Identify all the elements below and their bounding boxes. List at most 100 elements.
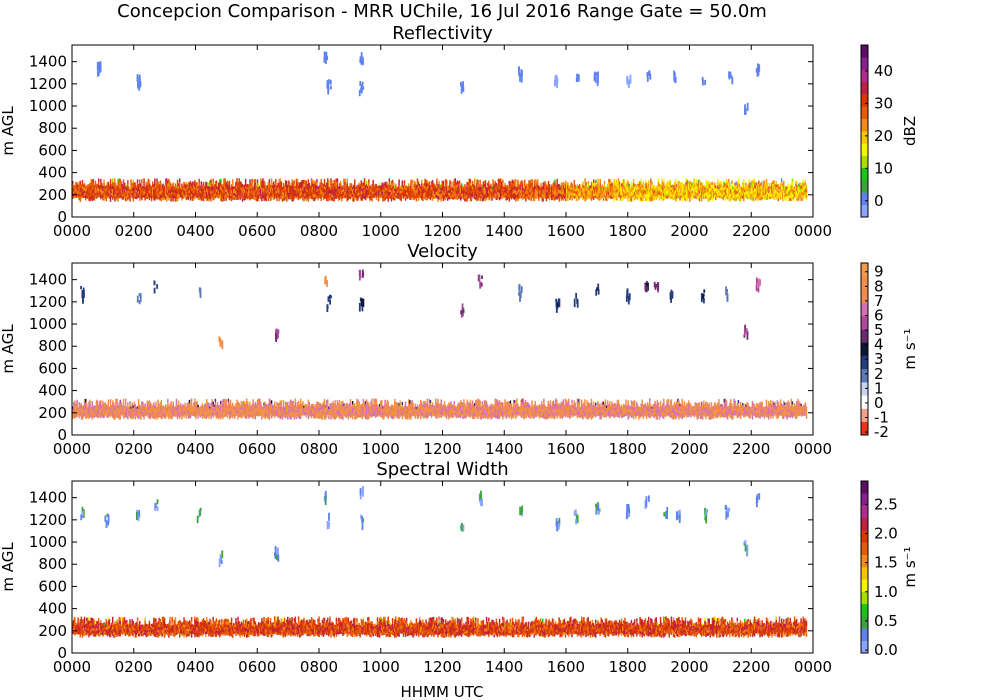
- echo-cell: [372, 180, 373, 183]
- echo-cell: [518, 184, 519, 187]
- echo-cell: [269, 179, 270, 182]
- echo-cell: [251, 182, 252, 186]
- echo-cell: [580, 185, 581, 187]
- echo-cell: [565, 181, 566, 185]
- echo-cell: [201, 181, 202, 184]
- echo-cell: [398, 183, 399, 186]
- echo-cell: [438, 181, 439, 184]
- echo-cell: [236, 178, 237, 182]
- echo-cell: [82, 180, 83, 183]
- echo-cell: [477, 180, 478, 184]
- echo-cell: [538, 198, 539, 201]
- echo-cell: [173, 182, 174, 185]
- echo-cell: [574, 180, 575, 183]
- echo-cell: [627, 198, 628, 202]
- echo-cell: [408, 183, 409, 186]
- echo-cell: [600, 179, 601, 183]
- echo-cell: [331, 180, 332, 184]
- echo-cell: [556, 179, 557, 183]
- echo-cell: [404, 183, 405, 186]
- echo-cell: [344, 179, 345, 183]
- panel-1: Reflectivitym AGL0000 0200 0400 0600 0800 100…: [0, 23, 919, 240]
- echo-cell: [489, 198, 490, 201]
- echo-cell: [443, 181, 444, 185]
- echo-cell: [471, 199, 472, 202]
- echo-cell: [229, 181, 230, 185]
- echo-cell: [135, 183, 136, 186]
- echo-cell: [130, 180, 131, 183]
- echo-cell: [364, 178, 365, 182]
- echo-cell: [658, 179, 659, 182]
- echo-cell: [346, 182, 347, 186]
- echo-cell: [588, 181, 589, 184]
- echo-cell: [276, 198, 277, 201]
- echo-cell: [258, 198, 259, 201]
- echo-cell: [613, 198, 614, 202]
- echo-cell: [110, 198, 111, 202]
- echo-cell: [139, 180, 140, 184]
- echo-cell: [249, 179, 250, 183]
- echo-cell: [275, 179, 276, 182]
- echo-cell: [389, 182, 390, 186]
- echo-cell: [504, 183, 505, 186]
- echo-cell: [316, 182, 317, 186]
- echo-cell: [651, 181, 652, 184]
- echo-cell: [576, 198, 577, 201]
- echo-cell: [341, 199, 342, 202]
- echo-cell: [181, 184, 182, 187]
- echo-cell: [502, 180, 503, 183]
- echo-cell: [137, 179, 138, 182]
- echo-cell: [542, 198, 543, 201]
- echo-cell: [402, 180, 403, 183]
- echo-cell: [129, 199, 130, 202]
- echo-cell: [179, 182, 180, 186]
- echo-cell: [675, 178, 676, 182]
- echo-cell: [364, 182, 365, 186]
- echo-cell: [143, 178, 144, 181]
- echo-cell: [100, 179, 101, 183]
- echo-cell: [257, 179, 258, 183]
- echo-cell: [101, 183, 102, 186]
- echo-cell: [461, 183, 462, 186]
- echo-cell: [321, 197, 322, 201]
- echo-cell: [337, 178, 338, 181]
- echo-cell: [206, 182, 207, 185]
- echo-cell: [502, 183, 503, 186]
- echo-cell: [210, 179, 211, 183]
- echo-cell: [567, 198, 568, 201]
- echo-cell: [565, 197, 566, 201]
- echo-cell: [198, 179, 199, 183]
- echo-cell: [401, 198, 402, 201]
- echo-cell: [595, 180, 596, 183]
- echo-cell: [676, 198, 677, 201]
- echo-cell: [597, 178, 598, 182]
- radar-figure: Concepcion Comparison - MRR UChile, 16 J…: [0, 0, 1000, 700]
- echo-cell: [286, 181, 287, 185]
- echo-cell: [681, 198, 682, 201]
- echo-cell: [663, 179, 664, 183]
- echo-cell: [648, 181, 649, 185]
- echo-cell: [604, 184, 605, 187]
- echo-cell: [294, 180, 295, 183]
- panels: Reflectivitym AGL0000 0200 0400 0600 0800 100…: [0, 23, 919, 676]
- echo-cell: [371, 198, 372, 201]
- echo-cell: [98, 182, 99, 185]
- echo-cell: [141, 179, 142, 183]
- echo-cell: [366, 181, 367, 184]
- echo-cell: [152, 181, 153, 184]
- echo-cell: [524, 180, 525, 183]
- echo-cell: [554, 180, 555, 184]
- echo-cell: [670, 180, 671, 183]
- echo-cell: [103, 180, 104, 184]
- echo-cell: [656, 197, 657, 199]
- echo-cell: [316, 179, 317, 183]
- echo-cell: [354, 179, 355, 183]
- echo-cell: [216, 183, 217, 186]
- echo-cell: [603, 198, 604, 201]
- echo-cell: [275, 182, 276, 185]
- echo-cell: [486, 197, 487, 199]
- echo-cell: [411, 180, 412, 183]
- echo-cell: [351, 183, 352, 186]
- echo-cell: [446, 180, 447, 183]
- echo-cell: [271, 178, 272, 182]
